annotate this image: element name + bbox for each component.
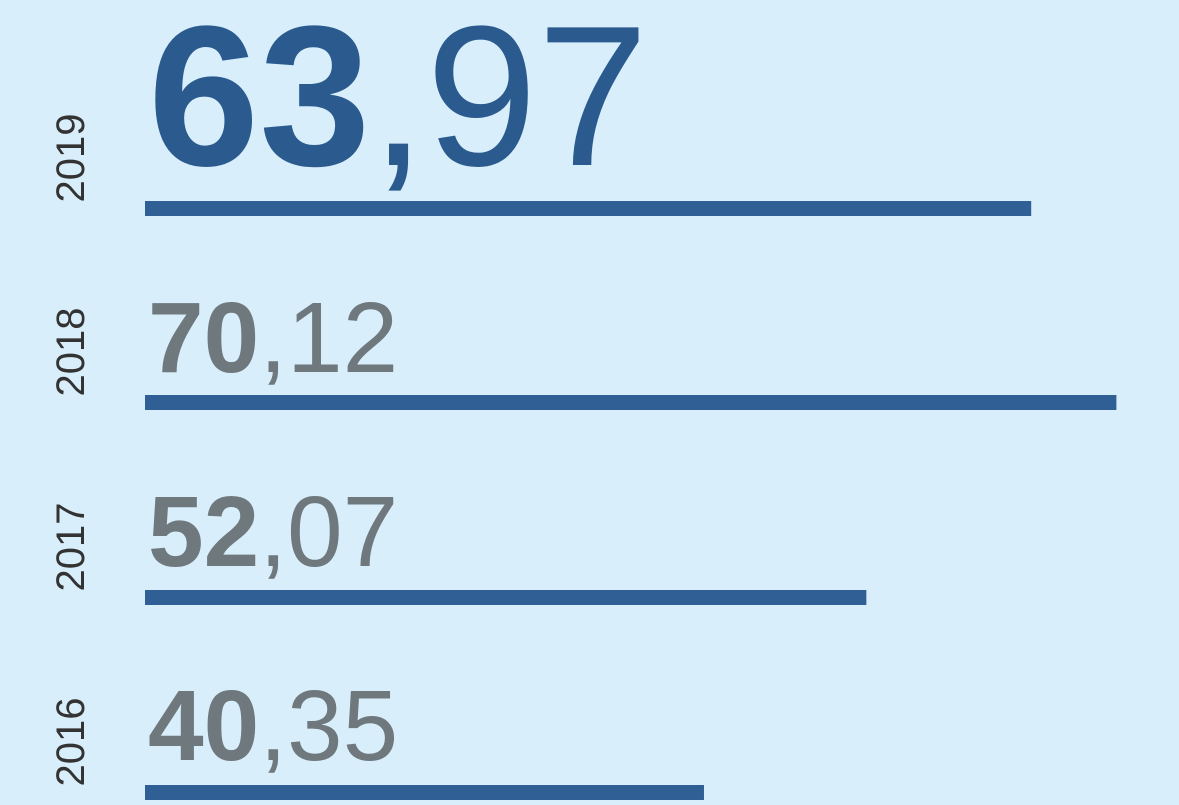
value-label: 40,35	[148, 670, 398, 782]
category-label: 2018	[49, 308, 93, 397]
category-label: 2019	[49, 114, 93, 203]
bar	[145, 201, 1032, 216]
value-label: 63,97	[148, 0, 649, 208]
bar	[145, 785, 704, 800]
value-label: 52,07	[148, 476, 398, 588]
category-label: 2017	[49, 503, 93, 592]
bar	[145, 395, 1117, 410]
value-label: 70,12	[148, 282, 398, 394]
bar	[145, 590, 867, 605]
category-label: 2016	[49, 698, 93, 787]
